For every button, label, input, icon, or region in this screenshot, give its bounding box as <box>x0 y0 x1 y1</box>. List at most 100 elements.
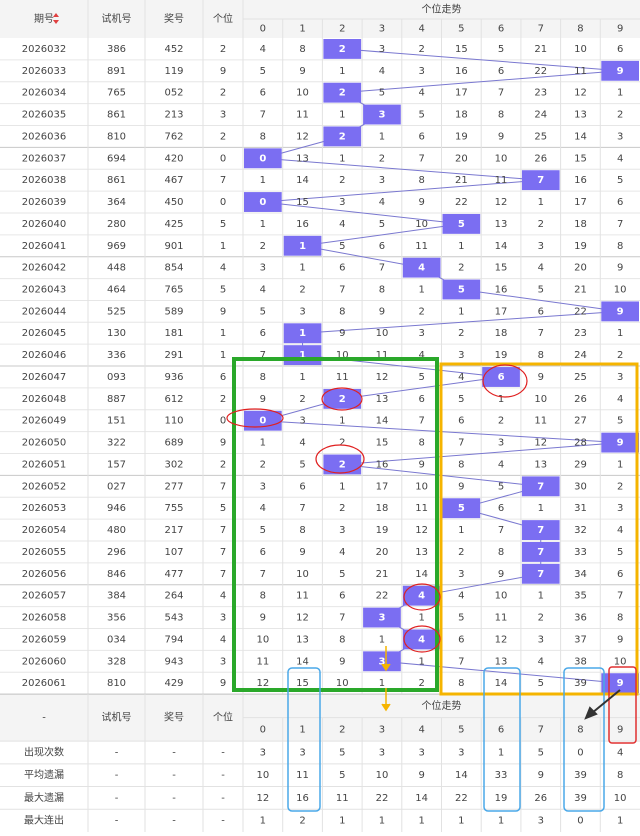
trend-cell: 5 <box>498 481 504 492</box>
trend-cell: 1 <box>418 656 424 667</box>
trend-cell: 1 <box>379 634 385 645</box>
trend-cell: 7 <box>537 481 544 492</box>
stat-value: 39 <box>574 770 587 781</box>
period-cell: 2026050 <box>22 438 67 449</box>
stat-value: 14 <box>455 770 468 781</box>
period-cell: 2026035 <box>22 110 67 121</box>
stat-placeholder: - <box>115 793 119 804</box>
trend-cell: 2 <box>617 110 623 121</box>
trend-cell: 14 <box>495 678 508 689</box>
trend-cell: 34 <box>574 569 587 580</box>
trend-cell: 22 <box>574 306 587 317</box>
stat-placeholder: - <box>221 793 225 804</box>
period-cell: 2026038 <box>22 175 67 186</box>
trend-cell: 11 <box>296 591 309 602</box>
stat-value: 4 <box>617 747 623 758</box>
header-cell: 奖号 <box>164 12 184 25</box>
trend-cell: 3 <box>379 175 385 186</box>
stat-value: 1 <box>498 747 504 758</box>
stat-label: 最大连出 <box>24 814 64 827</box>
trend-cell: 8 <box>260 131 266 142</box>
stat-label: 出现次数 <box>24 745 64 758</box>
period-cell: 2026051 <box>22 459 67 470</box>
trend-cell: 18 <box>455 110 468 121</box>
hit-cell <box>363 104 401 125</box>
trend-cell: 18 <box>495 328 508 339</box>
prize-cell: 302 <box>164 459 183 470</box>
trend-cell: 12 <box>256 678 269 689</box>
trend-cell: 5 <box>418 110 424 121</box>
test-cell: 464 <box>107 285 126 296</box>
trend-cell: 8 <box>299 44 305 55</box>
trend-cell: 21 <box>574 285 587 296</box>
stat-value: 1 <box>458 816 464 827</box>
trend-cell: 24 <box>574 350 587 361</box>
trend-cell: 18 <box>376 503 389 514</box>
test-cell: 280 <box>107 219 126 230</box>
test-cell: 034 <box>107 634 126 645</box>
trend-cell: 6 <box>458 416 464 427</box>
trend-cell: 14 <box>296 656 309 667</box>
digit-header: 2 <box>339 24 345 35</box>
trend-cell: 5 <box>418 372 424 383</box>
blue-box <box>563 667 605 812</box>
trend-cell: 10 <box>256 634 269 645</box>
digit-header: 9 <box>617 724 623 735</box>
trend-cell: 2 <box>418 44 424 55</box>
hit-cell <box>323 39 362 59</box>
stat-value: 10 <box>614 793 627 804</box>
digit-header: 5 <box>458 24 464 35</box>
trend-cell: 11 <box>495 613 508 624</box>
trend-cell: 1 <box>339 110 345 121</box>
prize-cell: 762 <box>164 131 183 142</box>
stat-value: 8 <box>617 770 623 781</box>
trend-cell: 1 <box>339 153 345 164</box>
digit-header: 8 <box>577 24 583 35</box>
test-cell: 336 <box>107 350 126 361</box>
hit-cell <box>482 367 520 387</box>
trend-cell: 1 <box>339 416 345 427</box>
trend-cell: 8 <box>458 459 464 470</box>
prize-cell: 543 <box>164 613 183 624</box>
prize-cell: 107 <box>164 547 183 558</box>
trend-cell: 16 <box>376 459 389 470</box>
unit-cell: 2 <box>220 131 226 142</box>
stat-value: 3 <box>299 747 305 758</box>
trend-cell: 13 <box>534 459 547 470</box>
stat-value: 1 <box>498 816 504 827</box>
trend-cell: 33 <box>574 547 587 558</box>
trend-cell: 16 <box>574 175 587 186</box>
trend-cell: 4 <box>617 394 623 405</box>
trend-cell: 2 <box>339 438 345 449</box>
trend-cell: 4 <box>339 219 345 230</box>
trend-cell: 18 <box>574 219 587 230</box>
period-cell: 2026044 <box>22 306 67 317</box>
header-cell: 试机号 <box>102 711 132 724</box>
trend-cell: 9 <box>418 197 424 208</box>
trend-cell: 1 <box>299 263 305 274</box>
period-cell: 2026053 <box>22 503 67 514</box>
test-cell: 694 <box>107 153 126 164</box>
trend-cell: 23 <box>574 328 587 339</box>
trend-cell: 6 <box>418 394 424 405</box>
trend-cell: 0 <box>259 153 266 164</box>
trend-cell: 1 <box>260 219 266 230</box>
trend-cell: 11 <box>495 175 508 186</box>
trend-cell: 7 <box>537 175 544 186</box>
trend-cell: 4 <box>260 503 266 514</box>
trend-cell: 6 <box>458 634 464 645</box>
trend-cell: 0 <box>259 416 266 427</box>
trend-cell: 2 <box>260 241 266 252</box>
trend-cell: 9 <box>617 306 624 317</box>
hit-cell <box>363 651 401 672</box>
prize-cell: 181 <box>164 328 183 339</box>
trend-cell: 23 <box>534 88 547 99</box>
period-cell: 2026032 <box>22 44 67 55</box>
trend-cell: 2 <box>299 394 305 405</box>
trend-cell: 1 <box>617 328 623 339</box>
trend-cell: 13 <box>415 547 428 558</box>
stat-placeholder: - <box>115 770 119 781</box>
prize-cell: 110 <box>164 416 183 427</box>
trend-cell: 20 <box>455 153 468 164</box>
period-cell: 2026043 <box>22 285 67 296</box>
